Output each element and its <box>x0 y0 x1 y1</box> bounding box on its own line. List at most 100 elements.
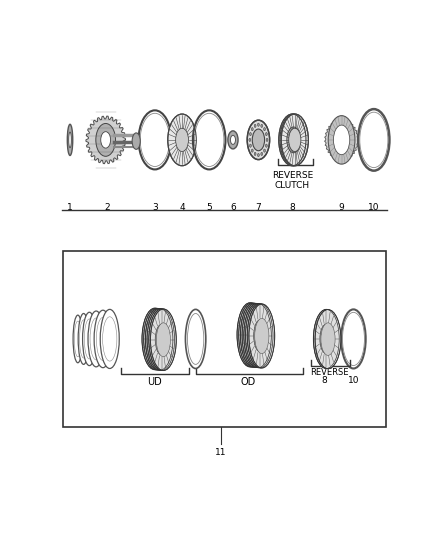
Ellipse shape <box>144 308 170 370</box>
Text: OD: OD <box>240 377 256 387</box>
Ellipse shape <box>287 127 300 153</box>
Ellipse shape <box>343 312 364 366</box>
Ellipse shape <box>187 313 204 365</box>
Ellipse shape <box>264 149 265 152</box>
Ellipse shape <box>266 138 268 141</box>
Ellipse shape <box>254 320 267 352</box>
Text: 10: 10 <box>368 204 380 213</box>
Ellipse shape <box>315 310 341 369</box>
Text: 4: 4 <box>179 204 185 213</box>
Ellipse shape <box>168 114 196 166</box>
Ellipse shape <box>321 323 335 356</box>
Ellipse shape <box>153 322 167 357</box>
Ellipse shape <box>250 144 251 147</box>
Ellipse shape <box>102 317 117 361</box>
Ellipse shape <box>149 322 164 356</box>
Ellipse shape <box>264 127 265 131</box>
Ellipse shape <box>96 124 116 156</box>
Ellipse shape <box>250 133 251 136</box>
Bar <box>63 251 386 427</box>
Ellipse shape <box>90 318 102 360</box>
Ellipse shape <box>244 303 270 367</box>
Ellipse shape <box>265 144 267 147</box>
Ellipse shape <box>248 318 262 353</box>
Ellipse shape <box>358 109 389 171</box>
Ellipse shape <box>96 317 110 360</box>
Ellipse shape <box>244 319 256 351</box>
Ellipse shape <box>67 124 73 156</box>
Ellipse shape <box>279 114 306 166</box>
Text: 9: 9 <box>339 204 344 213</box>
Ellipse shape <box>258 123 259 126</box>
Ellipse shape <box>145 309 171 370</box>
Ellipse shape <box>249 138 251 141</box>
Ellipse shape <box>80 320 88 358</box>
Text: 3: 3 <box>152 204 158 213</box>
Ellipse shape <box>88 311 104 367</box>
Ellipse shape <box>320 324 333 354</box>
Text: 2: 2 <box>105 204 110 213</box>
Ellipse shape <box>328 116 355 164</box>
Ellipse shape <box>249 304 275 368</box>
Ellipse shape <box>289 128 301 151</box>
Ellipse shape <box>286 128 298 151</box>
Ellipse shape <box>228 131 238 149</box>
Text: 8: 8 <box>290 204 295 213</box>
Ellipse shape <box>251 149 253 152</box>
Ellipse shape <box>261 152 263 156</box>
Ellipse shape <box>240 303 266 367</box>
Ellipse shape <box>74 321 81 357</box>
Ellipse shape <box>132 133 140 149</box>
Ellipse shape <box>250 319 263 351</box>
Ellipse shape <box>84 319 95 359</box>
Ellipse shape <box>247 319 260 351</box>
Text: UD: UD <box>148 377 162 387</box>
Ellipse shape <box>155 324 168 355</box>
Ellipse shape <box>261 124 263 127</box>
Ellipse shape <box>69 132 71 148</box>
Text: 10: 10 <box>348 376 359 385</box>
Ellipse shape <box>255 318 269 353</box>
Ellipse shape <box>239 303 265 367</box>
Text: 1: 1 <box>67 204 73 213</box>
Ellipse shape <box>149 309 175 370</box>
Ellipse shape <box>280 114 307 166</box>
Ellipse shape <box>258 154 259 157</box>
Ellipse shape <box>83 312 96 366</box>
Text: 5: 5 <box>206 204 212 213</box>
Ellipse shape <box>333 125 350 155</box>
Ellipse shape <box>142 308 168 370</box>
Ellipse shape <box>193 110 226 169</box>
Ellipse shape <box>341 309 366 368</box>
Ellipse shape <box>230 135 236 144</box>
Ellipse shape <box>73 315 83 363</box>
Text: 8: 8 <box>322 376 328 385</box>
Ellipse shape <box>151 309 176 370</box>
Ellipse shape <box>265 133 267 136</box>
Text: REVERSE: REVERSE <box>311 368 349 377</box>
Ellipse shape <box>148 324 161 354</box>
Ellipse shape <box>244 317 259 353</box>
Ellipse shape <box>156 323 170 357</box>
Ellipse shape <box>247 120 270 159</box>
Ellipse shape <box>246 304 271 368</box>
Ellipse shape <box>185 309 206 368</box>
Text: 6: 6 <box>230 204 236 213</box>
Ellipse shape <box>360 112 388 167</box>
Text: REVERSE
CLUTCH: REVERSE CLUTCH <box>272 171 313 190</box>
Text: 11: 11 <box>215 448 227 457</box>
Text: 7: 7 <box>255 204 261 213</box>
Ellipse shape <box>152 324 165 354</box>
Polygon shape <box>86 116 125 164</box>
Ellipse shape <box>237 303 263 367</box>
Ellipse shape <box>140 114 170 166</box>
Ellipse shape <box>138 110 171 169</box>
Ellipse shape <box>194 114 224 166</box>
Ellipse shape <box>281 114 308 166</box>
Ellipse shape <box>251 318 265 353</box>
Ellipse shape <box>78 313 89 365</box>
Ellipse shape <box>247 304 273 368</box>
Ellipse shape <box>94 310 112 368</box>
Ellipse shape <box>242 303 268 367</box>
Ellipse shape <box>252 129 265 151</box>
